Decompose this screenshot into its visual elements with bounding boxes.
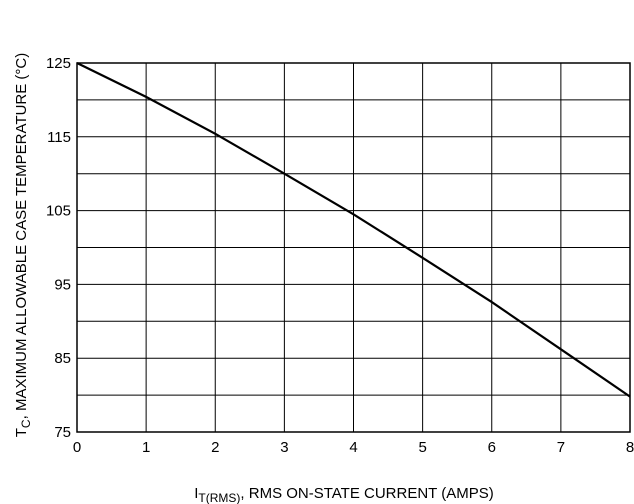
x-tick-label: 3 — [280, 439, 288, 456]
x-tick-label: 8 — [626, 439, 634, 456]
x-tick-label: 7 — [557, 439, 565, 456]
y-tick-label: 85 — [54, 350, 71, 367]
x-tick-label: 6 — [488, 439, 496, 456]
y-tick-label: 95 — [54, 276, 71, 293]
x-tick-label: 0 — [73, 439, 81, 456]
series-line — [76, 62, 631, 398]
x-axis-label: IT(RMS), RMS ON-STATE CURRENT (AMPS) — [194, 485, 494, 504]
grid — [77, 63, 630, 432]
y-tick-label: 125 — [46, 55, 71, 72]
y-tick-label: 115 — [47, 129, 71, 146]
x-tick-label: 1 — [142, 439, 150, 456]
x-tick-label: 4 — [349, 439, 357, 456]
x-tick-label: 5 — [418, 439, 426, 456]
y-tick-label: 105 — [46, 203, 71, 220]
x-tick-label: 2 — [211, 439, 219, 456]
y-tick-labels: 75 85 95 105 115 125 — [46, 55, 71, 441]
plot-frame — [76, 62, 631, 433]
y-tick-label: 75 — [54, 424, 71, 441]
y-axis-label: TC, MAXIMUM ALLOWABLE CASE TEMPERATURE (… — [13, 53, 33, 437]
x-tick-labels: 0 1 2 3 4 5 6 7 8 — [73, 439, 634, 456]
